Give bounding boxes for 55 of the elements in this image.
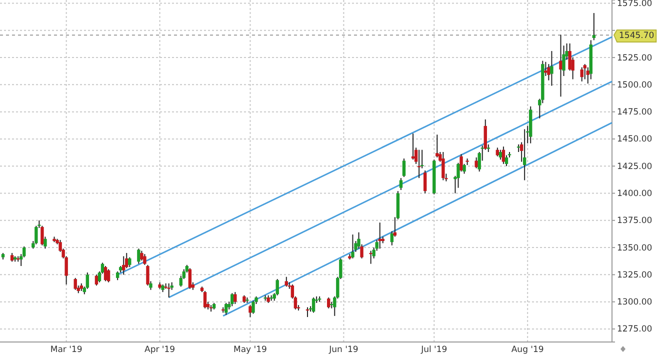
candlestick — [137, 248, 140, 264]
y-tick-label: 1575.00 — [617, 0, 652, 9]
y-tick-label: 1400.00 — [617, 188, 652, 199]
y-tick-label: 1325.00 — [617, 270, 652, 280]
candlestick — [312, 296, 316, 314]
x-tick-label: Jun '19 — [328, 345, 358, 356]
candlestick — [436, 134, 439, 158]
candlestick — [550, 50, 554, 86]
y-tick-label: 1375.00 — [617, 216, 652, 226]
candlestick — [442, 152, 445, 181]
candlestick — [143, 254, 146, 266]
candlestick — [351, 234, 354, 259]
y-tick-label: 1275.00 — [617, 324, 652, 335]
y-tick-label: 1475.00 — [617, 108, 652, 118]
candlestick — [146, 264, 150, 286]
x-tick-label: May '19 — [234, 345, 267, 356]
candlestick — [74, 277, 77, 290]
candlestick — [140, 250, 144, 262]
candlestick — [402, 158, 406, 178]
y-tick-label: 1500.00 — [617, 80, 652, 90]
y-tick-label: 1425.00 — [617, 162, 652, 172]
candlestick — [128, 256, 132, 268]
y-tick-label: 1300.00 — [617, 298, 652, 308]
candlestick — [188, 268, 192, 290]
candlestick — [104, 266, 108, 282]
candlestick — [234, 292, 237, 304]
candlestick — [580, 66, 584, 82]
candlestick — [522, 128, 526, 181]
candlestick — [106, 268, 110, 283]
x-tick-label: Apr '19 — [144, 345, 176, 356]
candlestick — [502, 146, 506, 164]
x-tick-label: Mar '19 — [50, 345, 82, 356]
candlestick — [248, 304, 252, 318]
ref-line-label: 1545.70 — [619, 31, 654, 42]
candlestick — [252, 300, 255, 314]
candlestick — [167, 282, 170, 298]
y-tick-label: 1450.00 — [617, 134, 652, 145]
candlestick — [203, 290, 207, 309]
x-tick-label: Aug '19 — [511, 345, 544, 356]
candlestick — [399, 178, 403, 190]
candlestick — [474, 156, 478, 169]
candlestick — [94, 274, 98, 286]
x-tick-label: Jul '19 — [420, 345, 448, 356]
candlestick — [284, 276, 288, 288]
candlestick — [230, 292, 234, 307]
candlestick — [498, 149, 502, 160]
candlestick — [583, 64, 586, 80]
candlestick — [122, 256, 126, 276]
candlestick — [592, 12, 596, 41]
candlestick — [327, 296, 330, 309]
candlestick — [423, 170, 427, 194]
candlestick — [559, 34, 562, 98]
y-tick-label: 1525.00 — [617, 53, 652, 64]
candlestick — [224, 302, 228, 316]
y-tick-label: 1350.00 — [617, 243, 652, 254]
